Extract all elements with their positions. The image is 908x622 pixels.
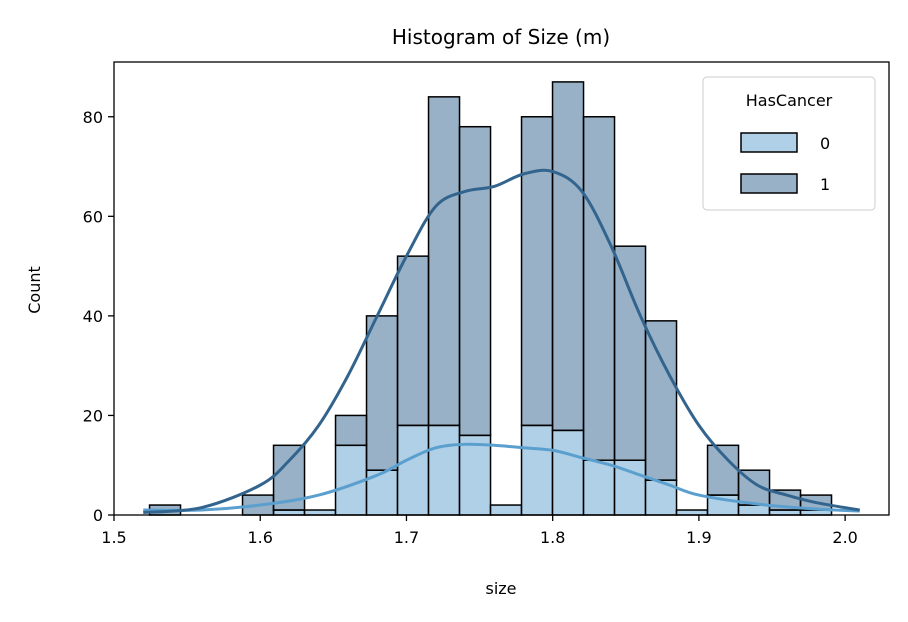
bar-series-0 xyxy=(582,459,616,516)
x-tick-label: 1.7 xyxy=(394,528,419,547)
plot-frame xyxy=(113,61,890,516)
y-tick-label: 80 xyxy=(83,108,103,127)
bar-series-1 xyxy=(427,96,461,427)
bar-series-0 xyxy=(551,429,585,516)
bar-series-1 xyxy=(365,315,399,471)
x-axis-label: size xyxy=(485,579,516,598)
series-0-bars xyxy=(272,424,833,516)
bar-series-1 xyxy=(334,414,368,447)
legend-title: HasCancer xyxy=(746,91,833,110)
bar-series-0 xyxy=(520,424,554,516)
x-tick-label: 1.8 xyxy=(540,528,565,547)
bar-series-1 xyxy=(644,320,678,481)
x-tick-label: 1.5 xyxy=(101,528,126,547)
y-axis-label: Count xyxy=(25,266,44,314)
x-tick-label: 1.6 xyxy=(247,528,272,547)
kde-lines xyxy=(143,168,861,515)
series-1-bars xyxy=(148,81,833,516)
bar-series-1 xyxy=(613,245,647,461)
y-tick-label: 60 xyxy=(83,207,103,226)
chart-title: Histogram of Size (m) xyxy=(392,25,610,49)
y-tick-label: 20 xyxy=(83,406,103,425)
x-tick-label: 1.9 xyxy=(686,528,711,547)
y-tick-label: 0 xyxy=(93,506,103,525)
bar-series-1 xyxy=(551,81,585,432)
legend-label-1: 1 xyxy=(820,175,830,194)
bar-series-1 xyxy=(396,255,430,427)
bar-series-1 xyxy=(520,116,554,427)
legend-swatch-0 xyxy=(740,132,798,153)
bar-series-0 xyxy=(489,504,523,516)
kde-line-0 xyxy=(143,442,860,513)
bar-series-1 xyxy=(582,116,616,461)
y-axis-ticks: 0 20 40 60 80 xyxy=(83,108,114,525)
legend-label-0: 0 xyxy=(820,134,830,153)
legend: HasCancer 0 1 xyxy=(702,76,876,211)
bar-series-0 xyxy=(427,424,461,516)
kde-line-1 xyxy=(143,168,861,515)
bar-series-0 xyxy=(396,424,430,516)
bar-series-0 xyxy=(303,509,337,516)
x-tick-label: 2.0 xyxy=(832,528,857,547)
bar-series-0 xyxy=(675,509,709,516)
legend-swatch-1 xyxy=(740,173,798,194)
bar-series-0 xyxy=(737,504,771,516)
x-axis-ticks: 1.5 1.6 1.7 1.8 1.9 2.0 xyxy=(101,515,858,547)
bar-series-1 xyxy=(458,125,492,437)
y-tick-label: 40 xyxy=(83,307,103,326)
bar-series-0 xyxy=(458,434,492,516)
